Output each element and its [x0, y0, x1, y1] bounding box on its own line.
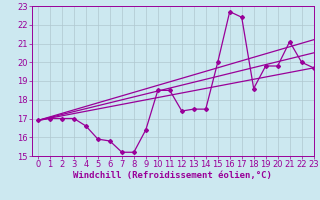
- X-axis label: Windchill (Refroidissement éolien,°C): Windchill (Refroidissement éolien,°C): [73, 171, 272, 180]
